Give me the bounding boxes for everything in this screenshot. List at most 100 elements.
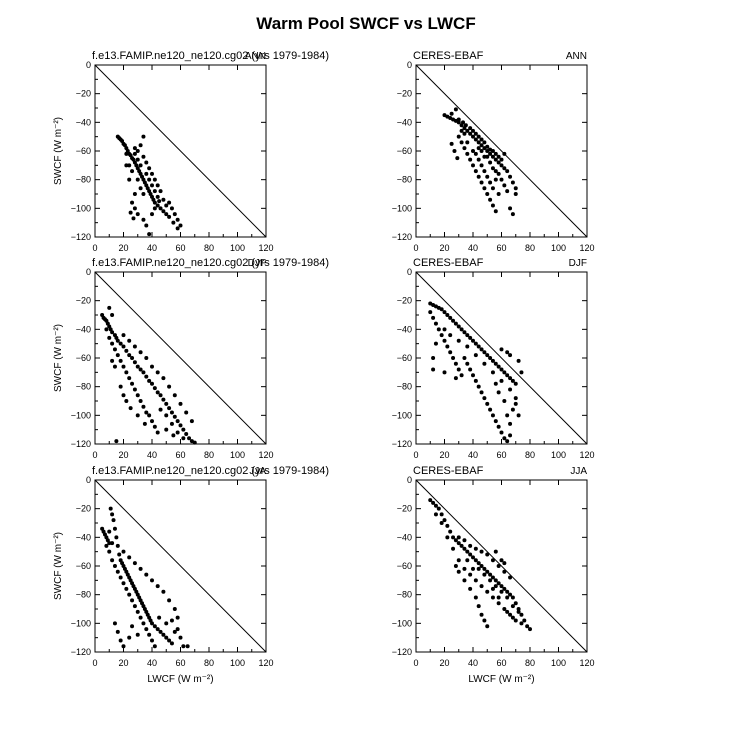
y-tick-label: −120 — [392, 439, 412, 449]
x-tick-label: 80 — [204, 450, 214, 460]
scatter-point — [499, 589, 504, 594]
scatter-point — [147, 166, 152, 171]
scatter-point — [144, 410, 149, 415]
scatter-point — [155, 370, 160, 375]
scatter-point — [121, 364, 126, 369]
scatter-point — [485, 552, 490, 557]
x-tick-label: 20 — [118, 658, 128, 668]
scatter-point — [499, 347, 504, 352]
scatter-point — [508, 206, 513, 211]
scatter-point — [496, 154, 501, 159]
scatter-point — [465, 140, 470, 145]
scatter-point — [471, 338, 475, 343]
scatter-point — [490, 186, 495, 191]
scatter-point — [499, 430, 504, 435]
scatter-point — [473, 595, 478, 600]
scatter-point — [436, 506, 441, 511]
scatter-point — [155, 627, 160, 632]
scatter-point — [471, 134, 475, 139]
x-tick-label: 120 — [258, 658, 273, 668]
scatter-point — [516, 413, 521, 418]
scatter-panel-p0: 0 20 40 60 80 100 120 0 −20 −40 −60 −80 −100 −120 f.e1… — [53, 50, 329, 253]
scatter-point — [516, 609, 521, 614]
scatter-point — [442, 327, 447, 332]
y-axis-label: SWCF (W m⁻²) — [53, 117, 64, 185]
scatter-point — [465, 558, 470, 563]
scatter-point — [445, 344, 450, 349]
x-tick-label: 40 — [468, 450, 478, 460]
scatter-point — [508, 353, 513, 358]
scatter-point — [453, 361, 458, 366]
x-tick-label: 100 — [551, 658, 566, 668]
x-tick-label: 0 — [92, 243, 97, 253]
scatter-point — [496, 192, 501, 196]
scatter-point — [107, 549, 112, 554]
scatter-point — [161, 197, 166, 202]
scatter-point — [508, 387, 513, 392]
y-tick-label: 0 — [86, 60, 91, 70]
scatter-point — [488, 151, 493, 156]
scatter-point — [462, 578, 467, 583]
x-tick-label: 60 — [175, 450, 185, 460]
scatter-point — [502, 436, 507, 441]
scatter-point — [110, 541, 115, 546]
y-tick-label: 0 — [86, 267, 91, 277]
scatter-point — [112, 621, 117, 626]
scatter-point — [144, 223, 149, 228]
scatter-point — [442, 518, 447, 523]
scatter-point — [462, 330, 467, 335]
scatter-point — [172, 212, 177, 217]
y-tick-label: −80 — [397, 382, 412, 392]
scatter-point — [152, 386, 157, 391]
scatter-point — [167, 406, 172, 411]
scatter-point — [510, 615, 515, 620]
scatter-point — [482, 169, 487, 174]
x-tick-label: 0 — [92, 658, 97, 668]
scatter-point — [499, 177, 504, 182]
y-tick-label: −80 — [76, 175, 91, 185]
scatter-point — [150, 381, 154, 386]
y-tick-label: −20 — [397, 296, 412, 306]
scatter-point — [144, 374, 149, 379]
scatter-point — [155, 203, 160, 208]
scatter-point — [115, 543, 120, 548]
scatter-point — [476, 344, 481, 349]
scatter-panel-p5: 0 20 40 60 80 100 120 0 −20 −40 −60 −80 −100 −120 CERE… — [392, 465, 595, 685]
scatter-point — [451, 318, 456, 323]
scatter-point — [158, 407, 163, 412]
y-tick-label: −120 — [71, 232, 91, 242]
scatter-point — [468, 335, 473, 340]
scatter-point — [135, 413, 140, 418]
scatter-point — [476, 566, 481, 571]
scatter-point — [144, 627, 149, 632]
x-tick-label: 60 — [175, 658, 185, 668]
scatter-point — [490, 575, 495, 580]
scatter-point — [135, 177, 140, 182]
scatter-point — [453, 538, 458, 543]
scatter-point — [121, 581, 126, 586]
scatter-point — [479, 149, 484, 153]
scatter-point — [471, 566, 475, 571]
scatter-panel-p4: 0 20 40 60 80 100 120 0 −20 −40 −60 −80 −100 −120 f.e1… — [53, 465, 329, 685]
y-tick-label: −60 — [397, 561, 412, 571]
scatter-point — [169, 410, 174, 415]
scatter-point — [132, 561, 137, 566]
scatter-point — [138, 615, 143, 620]
scatter-point — [192, 440, 197, 445]
scatter-point — [439, 307, 444, 312]
x-tick-label: 0 — [92, 450, 97, 460]
scatter-point — [499, 163, 504, 168]
scatter-point — [468, 586, 473, 591]
x-tick-label: 120 — [258, 450, 273, 460]
scatter-point — [476, 146, 481, 151]
scatter-point — [110, 341, 115, 346]
scatter-point — [462, 131, 467, 136]
scatter-point — [158, 206, 163, 211]
scatter-point — [138, 163, 143, 168]
scatter-point — [121, 549, 126, 554]
scatter-point — [152, 424, 157, 429]
scatter-point — [496, 364, 501, 369]
scatter-point — [161, 397, 166, 402]
scatter-point — [482, 186, 487, 191]
x-tick-label: 80 — [525, 450, 535, 460]
